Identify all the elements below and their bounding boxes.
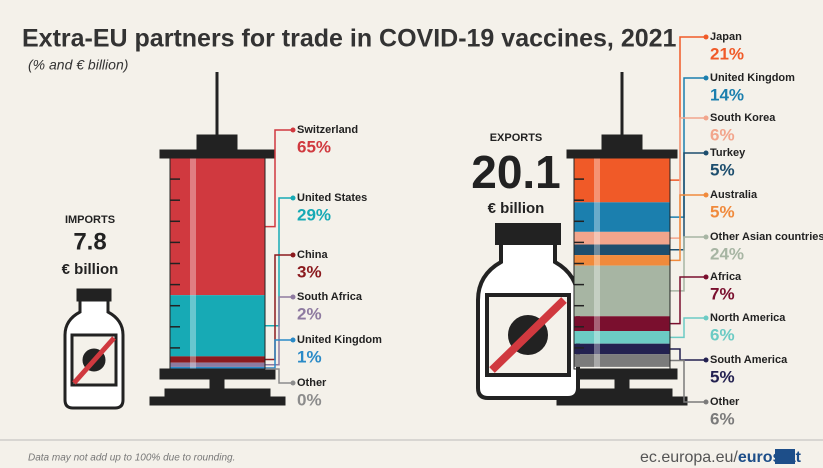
value-label: 5% — [710, 202, 735, 221]
category-label: South Africa — [297, 291, 363, 303]
connector — [670, 77, 704, 218]
segment — [574, 255, 670, 266]
segment — [170, 362, 265, 367]
connector — [670, 194, 704, 262]
value-label: 1% — [297, 347, 322, 366]
total-value: 7.8 — [73, 228, 106, 255]
connector-dot — [703, 315, 709, 321]
source-domain: ec.europa.eu/ — [640, 449, 738, 466]
export-bottle — [476, 223, 580, 400]
connector-dot — [290, 195, 296, 201]
total-label: IMPORTS — [65, 214, 115, 226]
connector-dot — [703, 192, 709, 198]
value-label: 24% — [710, 244, 744, 263]
category-label: Other — [710, 396, 740, 408]
segment — [574, 231, 670, 245]
segment — [574, 343, 670, 355]
connector — [670, 359, 704, 403]
connector — [670, 348, 704, 361]
value-label: 5% — [710, 160, 735, 179]
category-label: Switzerland — [297, 124, 358, 136]
connector-dot — [703, 399, 709, 405]
connector-dot — [290, 252, 296, 258]
connector — [265, 254, 291, 361]
segment — [574, 331, 670, 344]
segment — [574, 202, 670, 232]
category-label: North America — [710, 312, 786, 324]
connector-dot — [703, 150, 709, 156]
category-label: Turkey — [710, 147, 746, 159]
total-label: EXPORTS — [490, 132, 543, 144]
connector-dot — [290, 380, 296, 386]
value-label: 3% — [297, 262, 322, 281]
category-label: South America — [710, 354, 788, 366]
barrel-highlight — [594, 158, 600, 369]
segment — [574, 354, 670, 367]
connector — [265, 197, 291, 327]
connector — [670, 236, 704, 292]
category-label: Africa — [710, 271, 742, 283]
segment — [170, 158, 265, 296]
barrel-outline — [573, 157, 671, 370]
value-label: 29% — [297, 205, 331, 224]
connector — [670, 36, 704, 181]
connector-dot — [703, 34, 709, 40]
segment — [170, 356, 265, 363]
category-label: United Kingdom — [710, 72, 795, 84]
category-label: South Korea — [710, 112, 776, 124]
connector-dot — [290, 127, 296, 133]
segment — [574, 244, 670, 256]
segment — [574, 158, 670, 203]
value-label: 6% — [710, 409, 735, 428]
connector-dot — [290, 294, 296, 300]
category-label: China — [297, 249, 328, 261]
barrel-outline — [169, 157, 266, 370]
connector-dot — [290, 337, 296, 343]
subtitle: (% and € billion) — [28, 57, 128, 73]
value-label: 0% — [297, 390, 322, 409]
total-unit: € billion — [62, 261, 119, 278]
value-label: 6% — [710, 125, 735, 144]
title: Extra-EU partners for trade in COVID-19 … — [22, 25, 677, 53]
value-label: 5% — [710, 367, 735, 386]
value-label: 21% — [710, 44, 744, 63]
connector-dot — [703, 234, 709, 240]
connector — [670, 117, 704, 239]
category-label: Australia — [710, 189, 758, 201]
import-bottle — [63, 288, 125, 410]
segment — [574, 316, 670, 332]
connector-dot — [703, 357, 709, 363]
category-label: Other — [297, 377, 327, 389]
category-label: Other Asian countries — [710, 231, 823, 243]
connector — [670, 317, 704, 339]
segment — [574, 265, 670, 317]
eu-flag — [775, 449, 795, 464]
category-label: United Kingdom — [297, 334, 382, 346]
connector — [265, 339, 291, 369]
connector-dot — [703, 274, 709, 280]
footnote: Data may not add up to 100% due to round… — [28, 453, 235, 464]
connector-dot — [703, 115, 709, 121]
export-syringe — [556, 72, 688, 406]
barrel-highlight — [190, 158, 196, 369]
connector — [265, 129, 291, 228]
connector — [265, 368, 291, 384]
segment — [170, 295, 265, 357]
value-label: 14% — [710, 85, 744, 104]
value-label: 65% — [297, 137, 331, 156]
connector — [265, 296, 291, 366]
connector — [670, 152, 704, 251]
segment — [170, 366, 265, 369]
total-unit: € billion — [488, 200, 545, 217]
connector-dot — [703, 75, 709, 81]
total-value: 20.1 — [471, 146, 561, 198]
category-label: United States — [297, 192, 367, 204]
category-label: Japan — [710, 31, 742, 43]
connector — [670, 276, 704, 325]
value-label: 2% — [297, 304, 322, 323]
value-label: 7% — [710, 284, 735, 303]
value-label: 6% — [710, 325, 735, 344]
